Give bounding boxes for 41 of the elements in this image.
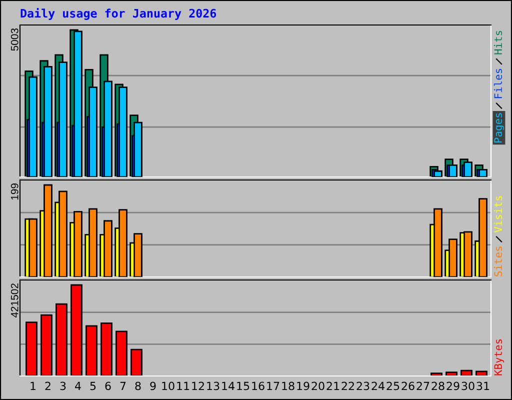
x-tick-label: 2 (45, 382, 50, 390)
text: Hits (494, 30, 502, 54)
x-tick-label: 27 (416, 382, 430, 390)
x-tick-label: 25 (386, 382, 400, 390)
text: 421502 (10, 284, 18, 318)
x-tick-label: 18 (282, 382, 294, 390)
x-tick-label: 21 (326, 382, 340, 390)
x-tick-label: 9 (150, 382, 156, 390)
text: KBytes (494, 339, 504, 376)
x-tick-label: 12 (192, 382, 204, 390)
x-tick-label: 19 (297, 382, 310, 390)
x-tick-label: 30 (462, 382, 474, 390)
text: 199 (10, 183, 18, 200)
chart-title: Daily usage for January 2026 (20, 8, 216, 20)
x-tick-label: 26 (402, 382, 414, 390)
x-tick-label: 5 (90, 382, 96, 390)
x-tick-label: 7 (120, 382, 126, 390)
x-tick-label: 17 (267, 382, 280, 390)
x-tick-label: 23 (356, 382, 370, 390)
text: 5003 (10, 28, 18, 51)
x-tick-label: 28 (432, 382, 444, 390)
x-tick-label: 24 (372, 382, 384, 390)
x-tick-label: 14 (222, 382, 234, 390)
x-tick-label: 20 (312, 382, 324, 390)
x-tick-label: 4 (75, 382, 81, 390)
x-tick-label: 15 (237, 382, 250, 390)
legend-label: Pages (494, 113, 504, 142)
x-tick-label: 6 (105, 382, 111, 390)
legend-label: Sites (494, 246, 502, 276)
x-tick-label: 16 (252, 382, 264, 390)
x-tick-label: 11 (177, 382, 190, 390)
x-tick-label: 10 (162, 382, 174, 390)
x-tick-label: 8 (135, 382, 141, 390)
x-tick-label: 29 (446, 382, 460, 390)
x-tick-label: 31 (476, 382, 490, 390)
legend-label: Files (494, 68, 502, 98)
x-tick-label: 1 (30, 382, 36, 390)
x-tick-label: 22 (342, 382, 354, 390)
x-tick-label: 13 (207, 382, 220, 390)
text: Visits (494, 196, 502, 232)
x-tick-label: 3 (60, 382, 66, 390)
